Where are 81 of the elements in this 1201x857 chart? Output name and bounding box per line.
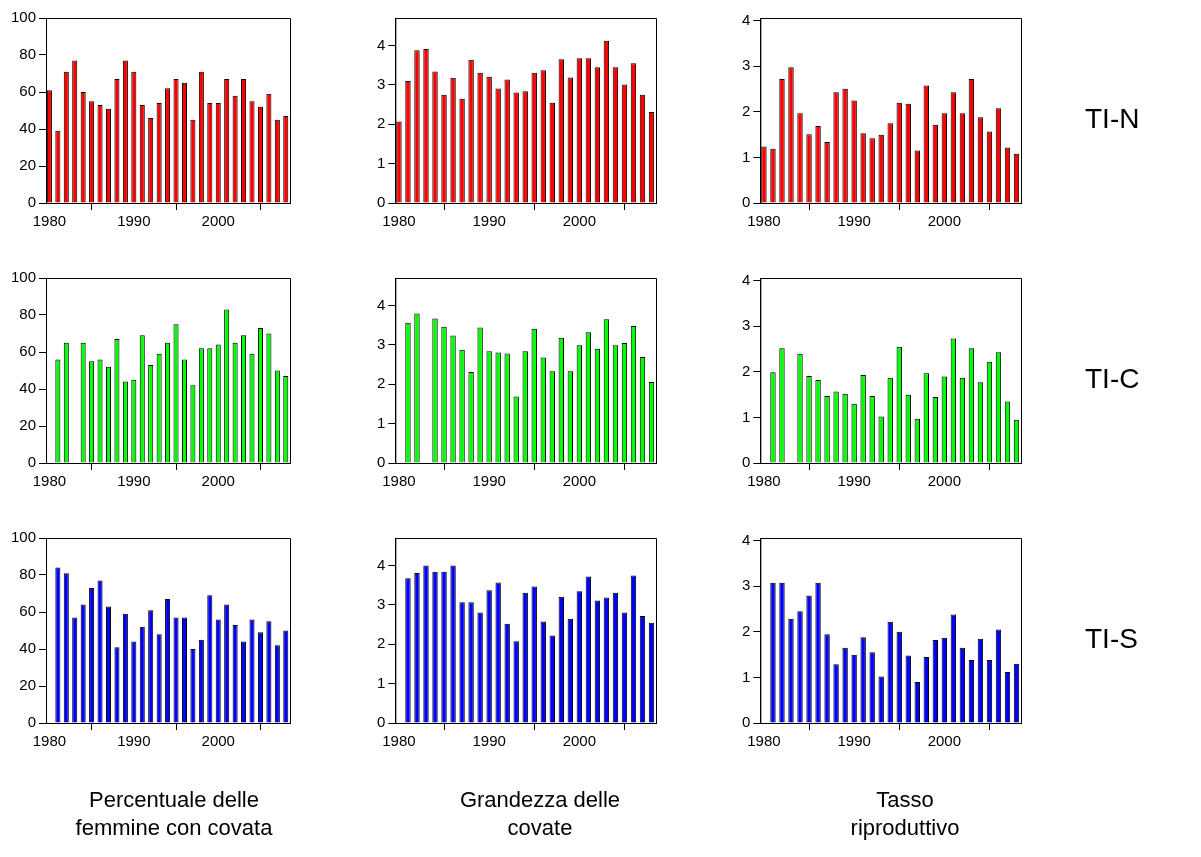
y-tick-label: 100 [11,268,37,286]
x-tick-label: 1980 [382,472,416,490]
y-tick-label: 60 [19,342,37,360]
y-tick-label: 2 [742,622,751,640]
y-tick-label: 3 [742,316,751,334]
x-tick-label: 1990 [117,212,151,230]
x-tick-label: 2000 [562,732,597,750]
x-tick-label: 2000 [201,212,235,230]
y-tick-label: 0 [27,193,37,211]
y-tick-label: 0 [27,453,37,471]
y-tick-label: 3 [742,56,751,74]
text: TI-N [1085,103,1140,135]
x-tick-label: 2000 [201,732,235,750]
x-tick-label: 1980 [747,472,781,490]
y-tick-label: 4 [377,35,386,53]
x-tick-label: 1990 [837,212,871,230]
y-tick-label: 4 [377,555,386,573]
y-tick-label: 2 [377,374,386,392]
y-tick-label: 2 [377,114,386,132]
y-tick-label: 80 [19,565,37,583]
y-tick-label: 0 [742,193,751,211]
y-tick-label: 100 [11,8,37,26]
y-tick-label: 1 [742,667,751,685]
x-tick-label: 1980 [747,732,781,750]
y-tick-label: 40 [19,379,37,397]
x-tick-label: 1980 [32,472,67,490]
x-tick-label: 1990 [472,732,506,750]
x-tick-label: 2000 [562,212,597,230]
y-tick-label: 60 [19,82,37,100]
x-tick-label: 1980 [32,212,67,230]
x-tick-label: 2000 [927,472,962,490]
y-tick-label: 4 [742,530,751,548]
y-tick-label: 80 [19,305,37,323]
y-tick-label: 80 [19,45,37,63]
y-tick-label: 4 [742,10,751,28]
x-tick-label: 1980 [747,212,781,230]
x-tick-label: 1990 [472,212,506,230]
y-tick-label: 1 [377,673,386,691]
y-tick-label: 0 [27,713,37,731]
x-tick-label: 1990 [837,732,871,750]
y-tick-label: 20 [19,676,37,694]
x-tick-label: 1990 [472,472,506,490]
y-tick-label: 2 [742,102,751,120]
y-tick-label: 0 [377,453,386,471]
x-tick-label: 1990 [837,472,871,490]
y-tick-label: 1 [742,407,751,425]
x-tick-label: 1990 [117,732,151,750]
x-tick-label: 2000 [927,732,962,750]
x-tick-label: 1980 [382,732,416,750]
y-tick-label: 0 [377,713,386,731]
y-tick-label: 2 [742,362,751,380]
x-tick-label: 1990 [117,472,151,490]
y-tick-label: 60 [19,602,37,620]
x-tick-label: 2000 [927,212,962,230]
text: TI-C [1085,363,1140,395]
y-tick-label: 3 [377,335,386,353]
x-axis-title: Percentuale delle femmine con covata [74,786,274,842]
y-tick-label: 1 [377,153,386,171]
y-tick-label: 4 [377,295,386,313]
y-tick-label: 0 [377,193,386,211]
x-tick-label: 1980 [32,732,67,750]
y-tick-label: 1 [742,147,751,165]
y-tick-label: 3 [377,75,386,93]
text: TI-S [1085,623,1138,655]
y-tick-label: 4 [742,270,751,288]
x-tick-label: 2000 [562,472,597,490]
y-tick-label: 0 [742,453,751,471]
y-tick-label: 3 [377,595,386,613]
x-tick-label: 1980 [382,212,416,230]
y-tick-label: 20 [19,416,37,434]
y-tick-label: 0 [742,713,751,731]
y-tick-label: 1 [377,413,386,431]
y-tick-label: 3 [742,576,751,594]
y-tick-label: 2 [377,634,386,652]
x-axis-title: Tasso riproduttivo [849,786,961,842]
y-tick-label: 20 [19,156,37,174]
y-tick-label: 100 [11,528,37,546]
y-tick-label: 40 [19,639,37,657]
x-tick-label: 2000 [201,472,235,490]
x-axis-title: Grandezza delle covate [458,786,622,842]
y-tick-label: 40 [19,119,37,137]
